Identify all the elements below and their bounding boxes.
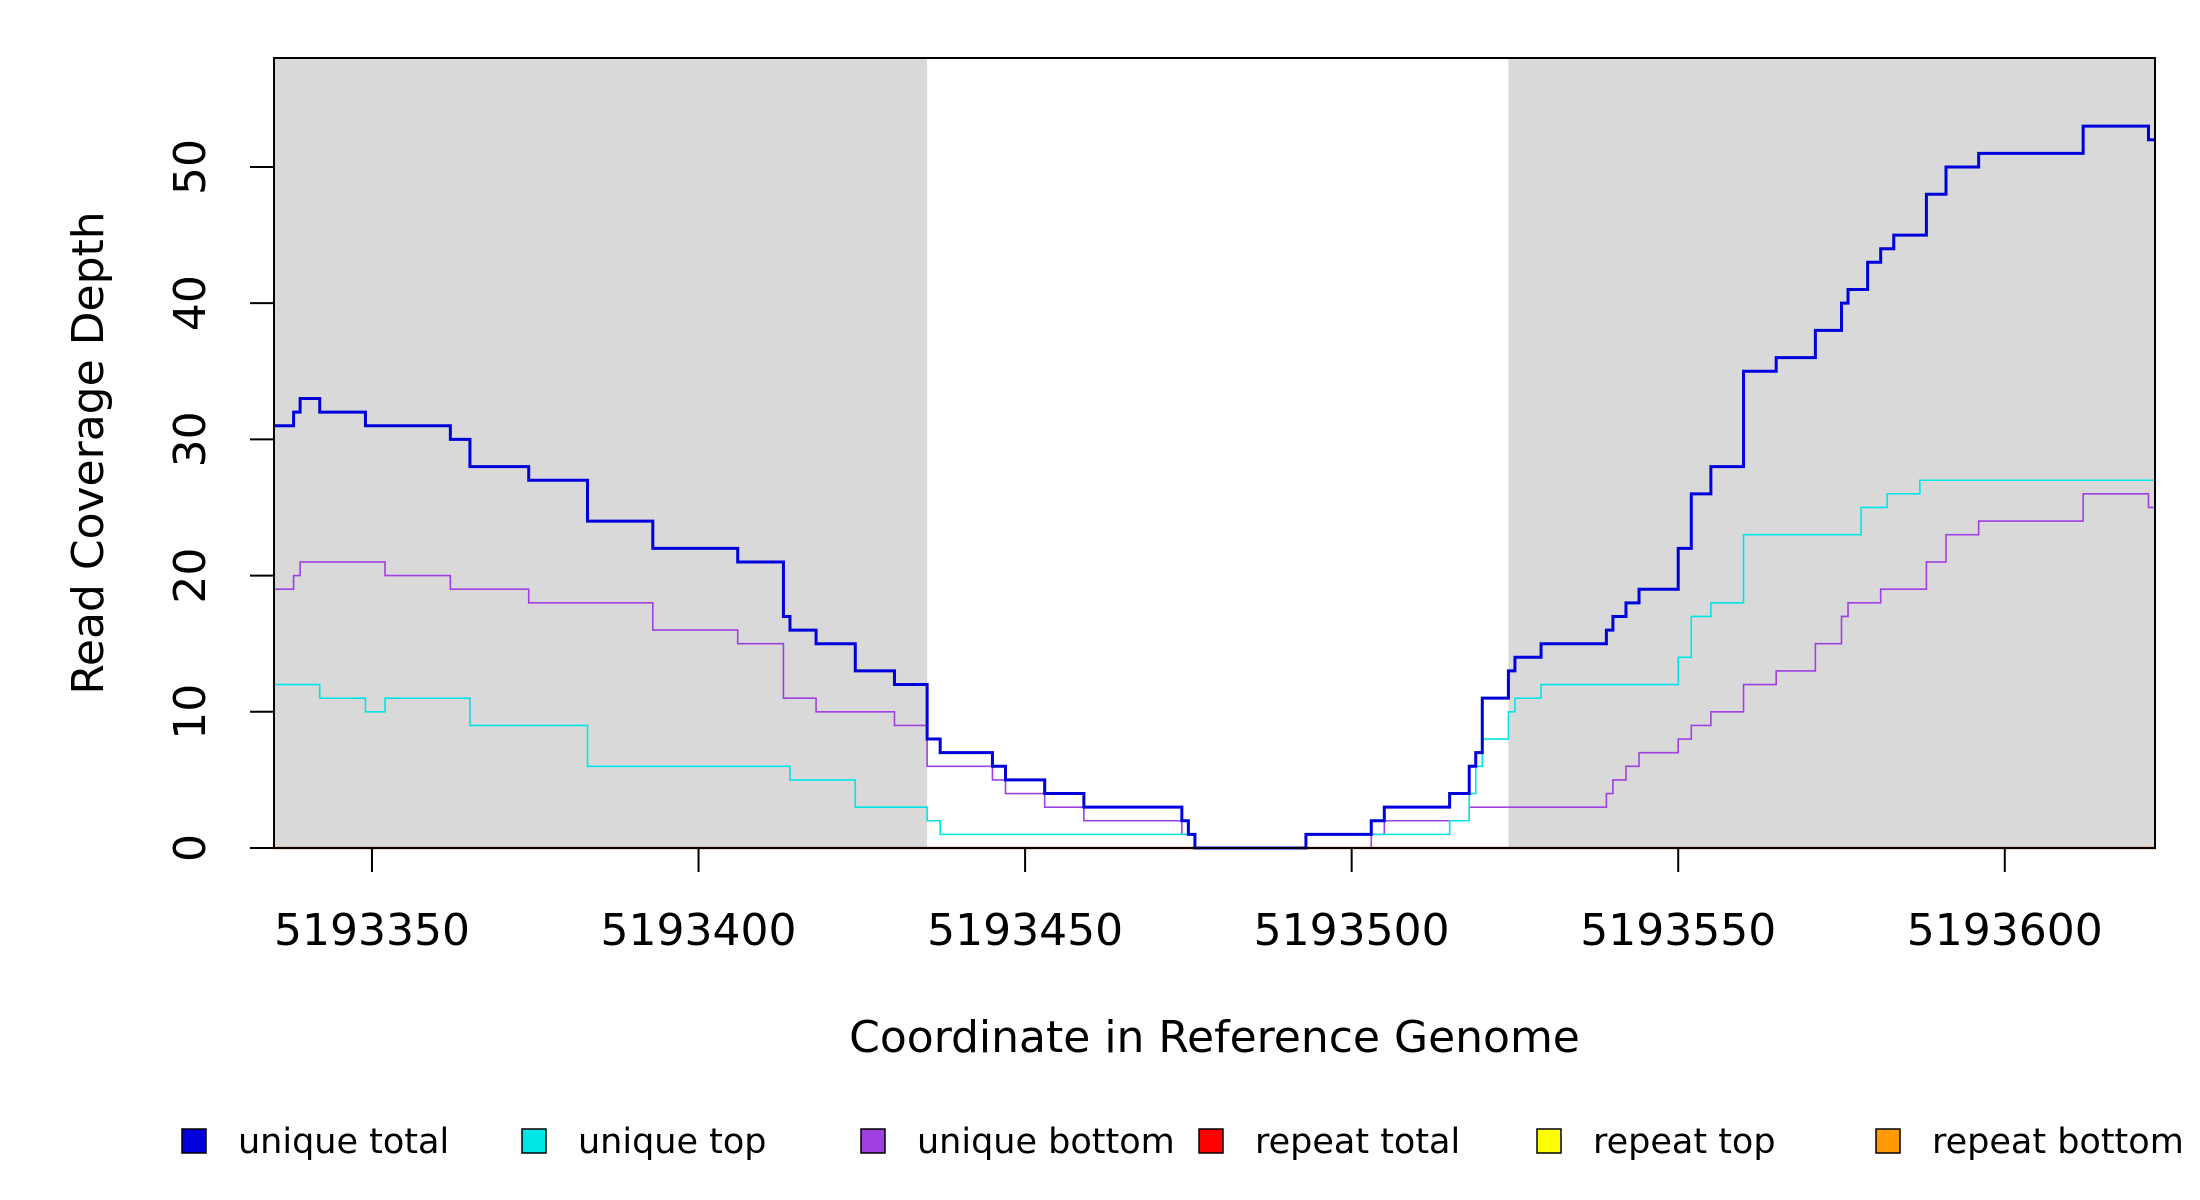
shaded-regions (274, 58, 2155, 848)
legend-label: repeat bottom (1932, 1122, 2184, 1162)
x-tick-label: 5193450 (927, 905, 1123, 956)
shaded-region-1 (274, 58, 928, 848)
legend-swatch (1536, 1128, 1562, 1154)
x-tick-label: 5193400 (601, 905, 797, 956)
legend-item-unique-bottom: unique bottom (860, 1122, 1175, 1162)
legend-item-repeat-bottom: repeat bottom (1875, 1122, 2184, 1162)
series-line-unique-total (274, 124, 2155, 850)
legend-item-repeat-total: repeat total (1198, 1122, 1460, 1162)
legend-label: unique top (578, 1122, 767, 1162)
legend-item-repeat-top: repeat top (1536, 1122, 1776, 1162)
y-tick-label: 0 (165, 834, 216, 862)
series-line-unique-top (274, 479, 2155, 849)
x-axis-title: Coordinate in Reference Genome (849, 1012, 1580, 1063)
legend-label: unique bottom (917, 1122, 1175, 1162)
y-tick-label: 10 (165, 684, 216, 740)
y-tick-label: 20 (165, 548, 216, 604)
shaded-region-2 (1508, 58, 2155, 848)
y-axis-ticks: 0 10 20 30 40 50 (165, 139, 274, 862)
x-tick-label: 5193350 (274, 905, 470, 956)
legend-swatch (1875, 1128, 1901, 1154)
y-tick-label: 50 (165, 139, 216, 195)
legend-swatch (181, 1128, 207, 1154)
series-line-unique-bottom (274, 493, 2155, 849)
x-tick-label: 5193550 (1580, 905, 1776, 956)
x-axis-ticks: 5193350 5193400 5193450 5193500 5193550 51936… (274, 848, 2103, 956)
legend-label: repeat total (1255, 1122, 1460, 1162)
plot-frame (273, 57, 2156, 849)
legend-swatch (860, 1128, 886, 1154)
legend-swatch (521, 1128, 547, 1154)
x-tick-label: 5193600 (1907, 905, 2103, 956)
legend: unique total unique top unique bottom repea… (181, 1122, 2184, 1162)
x-tick-label: 5193500 (1254, 905, 1450, 956)
y-tick-label: 30 (165, 411, 216, 467)
legend-item-unique-top: unique top (521, 1122, 767, 1162)
legend-label: repeat top (1593, 1122, 1776, 1162)
legend-label: unique total (238, 1122, 449, 1162)
legend-item-unique-total: unique total (181, 1122, 449, 1162)
y-axis-title: Read Coverage Depth (63, 211, 114, 694)
y-tick-label: 40 (165, 275, 216, 331)
legend-swatch (1198, 1128, 1224, 1154)
